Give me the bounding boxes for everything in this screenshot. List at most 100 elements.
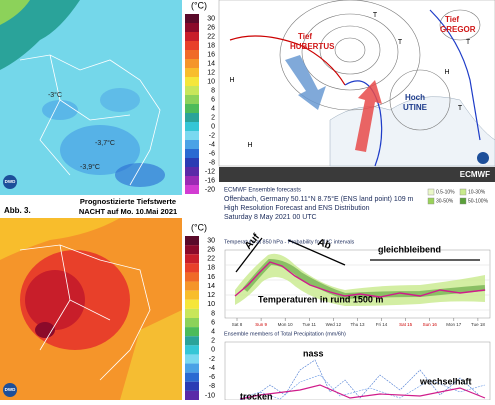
legend-label: 50-100% xyxy=(468,198,489,204)
colorbar-label: 14 xyxy=(207,60,215,67)
colorbar-label: -4 xyxy=(209,141,215,148)
colorbar-swatch xyxy=(185,59,199,68)
legend-swatch xyxy=(459,197,467,205)
day-label: Sun 16 xyxy=(423,322,438,327)
pressure-map xyxy=(218,0,495,167)
colorbar-label: 26 xyxy=(207,247,215,254)
colorbar-label: 30 xyxy=(207,15,215,22)
colorbar-label: 18 xyxy=(207,265,215,272)
ecmwf-text: ECMWF Ensemble forecasts xyxy=(224,188,301,194)
annotation: gleichbleibend xyxy=(378,244,441,254)
colorbar-swatch xyxy=(185,122,199,131)
day-label: Tue 18 xyxy=(471,322,485,327)
day-label: Fri 14 xyxy=(376,322,388,327)
panel-title: Temperature at 850 hPa - Probability for… xyxy=(224,239,355,245)
colorbar-label: 2 xyxy=(211,114,215,121)
colorbar-swatch xyxy=(185,363,199,373)
colorbar-label: 6 xyxy=(211,96,215,103)
pressure-marker: H xyxy=(229,77,234,84)
colorbar-swatch xyxy=(185,236,199,246)
colorbar-swatch xyxy=(185,41,199,50)
colorbar-swatch xyxy=(185,14,199,23)
colorbar-label: -12 xyxy=(205,168,215,175)
annotation: wechselhaft xyxy=(419,376,472,386)
heading-bg xyxy=(0,195,216,218)
temperature-map-top xyxy=(0,0,182,195)
high-name: UTINE xyxy=(403,103,428,112)
logo: DWD xyxy=(5,387,16,392)
colorbar-swatch xyxy=(185,113,199,122)
ecmwf-text: Saturday 8 May 2021 00 UTC xyxy=(224,214,317,221)
low-label: Tief xyxy=(298,32,312,41)
figure-label: Abb. 3. xyxy=(4,206,31,215)
colorbar-swatch xyxy=(185,149,199,158)
colorbar-label: 14 xyxy=(207,283,215,290)
colorbar-swatch xyxy=(185,104,199,113)
colorbar-swatch xyxy=(185,158,199,167)
colorbar-label: 10 xyxy=(207,301,215,308)
annotation: Temperaturen in rund 1500 m xyxy=(258,294,383,304)
colorbar-label: 8 xyxy=(211,87,215,94)
colorbar-label: -2 xyxy=(209,356,215,363)
colorbar-label: -16 xyxy=(205,177,215,184)
annotation: Auf xyxy=(243,231,263,251)
temperature-map-bottom xyxy=(0,218,182,400)
colorbar-swatch xyxy=(185,176,199,185)
legend-swatch xyxy=(427,197,435,205)
colorbar-label: -6 xyxy=(209,150,215,157)
colorbar-label: -20 xyxy=(205,186,215,193)
map-title: Prognostizierte Tiefstwerte xyxy=(80,197,176,206)
map-label: -3,9°C xyxy=(80,163,100,171)
logo: DWD xyxy=(5,179,16,184)
colorbar-swatch xyxy=(185,372,199,382)
legend-label: 10-30% xyxy=(468,189,486,195)
colorbar-swatch xyxy=(185,281,199,291)
day-label: Sat 15 xyxy=(399,322,413,327)
colorbar-swatch xyxy=(185,272,199,282)
colorbar-label: 2 xyxy=(211,338,215,345)
pressure-marker: T xyxy=(466,39,471,46)
colorbar-swatch xyxy=(185,68,199,77)
colorbar-label: 0 xyxy=(211,347,215,354)
low-label: Tief xyxy=(445,15,459,24)
colorbar-swatch xyxy=(185,299,199,309)
colorbar-swatch xyxy=(185,327,199,337)
colorbar-swatch xyxy=(185,185,199,194)
colorbar-swatch xyxy=(185,245,199,255)
colorbar-label: 4 xyxy=(211,329,215,336)
colorbar-label: 4 xyxy=(211,105,215,112)
colorbar-swatch xyxy=(185,381,199,391)
colorbar-swatch xyxy=(185,263,199,273)
ecmwf-text: Offenbach, Germany 50.11°N 8.75°E (ENS l… xyxy=(224,195,414,203)
pressure-marker: T xyxy=(398,39,403,46)
colorbar-swatch xyxy=(185,167,199,176)
colorbar-swatch xyxy=(185,50,199,59)
colorbar-swatch xyxy=(185,290,199,300)
map-subtitle: NACHT auf Mo. 10.Mai 2021 xyxy=(79,207,177,216)
ecmwf-bar xyxy=(219,167,495,182)
high-label: Hoch xyxy=(405,93,425,102)
colorbar-label: 6 xyxy=(211,319,215,326)
meteogram-precipitation xyxy=(224,341,491,401)
colorbar-swatch xyxy=(185,23,199,32)
pressure-marker: T xyxy=(458,105,463,112)
day-label: Sun 9 xyxy=(255,322,267,327)
colorbar-label: 12 xyxy=(207,69,215,76)
colorbar-label: 10 xyxy=(207,78,215,85)
colorbar-swatch xyxy=(185,318,199,328)
day-label: Tue 11 xyxy=(303,322,317,327)
pressure-marker: H xyxy=(444,69,449,76)
colorbar-swatch xyxy=(185,77,199,86)
colorbar-label: 30 xyxy=(207,237,215,244)
colorbar-label: 26 xyxy=(207,24,215,31)
pressure-marker: T xyxy=(373,12,378,19)
colorbar-label: -10 xyxy=(205,392,215,399)
colorbar-label: -4 xyxy=(209,365,215,372)
colorbar-label: 8 xyxy=(211,310,215,317)
panel-title: Ensemble members of Total Precipitation … xyxy=(224,331,346,337)
colorbar-swatch xyxy=(185,95,199,104)
legend-label: 0.5-10% xyxy=(436,189,455,195)
colorbar-label: 16 xyxy=(207,274,215,281)
colorbar-unit: (°C) xyxy=(191,0,207,10)
colorbar-label: 12 xyxy=(207,292,215,299)
